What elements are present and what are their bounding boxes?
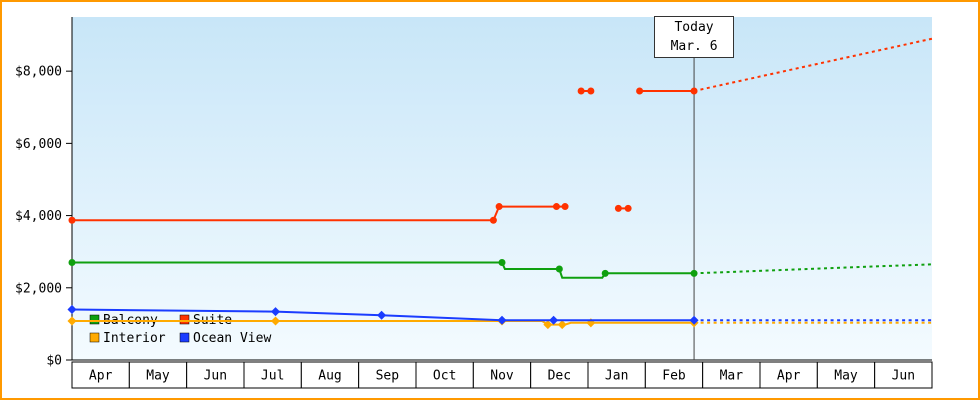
today-annotation-title: Today bbox=[674, 20, 714, 35]
suite-point bbox=[68, 216, 76, 224]
month-label: Jan bbox=[605, 369, 628, 384]
suite-swatch bbox=[179, 314, 190, 325]
suite-point bbox=[636, 87, 644, 95]
balcony-point bbox=[601, 269, 609, 277]
y-axis-label: $6,000 bbox=[15, 137, 62, 152]
month-cell bbox=[530, 361, 589, 389]
suite-point bbox=[495, 203, 503, 211]
month-cell bbox=[816, 361, 876, 389]
suite-point bbox=[624, 204, 632, 212]
series-interior bbox=[67, 316, 932, 330]
suite-forecast-line bbox=[693, 37, 933, 92]
legend-label: Interior bbox=[103, 331, 166, 346]
month-cell bbox=[300, 361, 360, 389]
month-label: Sep bbox=[376, 369, 400, 384]
month-label: Apr bbox=[89, 369, 113, 384]
y-axis-label: $4,000 bbox=[15, 209, 62, 224]
month-label: Feb bbox=[662, 369, 686, 384]
month-cell bbox=[874, 361, 933, 389]
balcony-point bbox=[690, 269, 698, 277]
interior-point bbox=[543, 320, 553, 330]
balcony-forecast-line bbox=[694, 263, 933, 275]
month-label: Mar bbox=[720, 369, 744, 384]
suite-point bbox=[690, 87, 698, 95]
ocean-view-swatch bbox=[179, 332, 190, 343]
month-label: Aug bbox=[318, 369, 341, 384]
month-cell bbox=[358, 361, 417, 389]
month-label: Apr bbox=[777, 369, 801, 384]
suite-point bbox=[614, 204, 622, 212]
legend-label: Ocean View bbox=[193, 331, 271, 346]
plot-area bbox=[72, 17, 932, 360]
balcony-point bbox=[555, 265, 563, 273]
month-label: Dec bbox=[548, 369, 571, 384]
month-label: Jun bbox=[204, 369, 227, 384]
ocean-view-point bbox=[549, 315, 559, 325]
balcony-point bbox=[68, 259, 76, 267]
month-cell bbox=[71, 361, 130, 389]
y-axis-label: $8,000 bbox=[15, 65, 62, 80]
today-annotation: Today Mar. 6 bbox=[654, 16, 735, 58]
balcony-swatch bbox=[89, 314, 100, 325]
legend-item-interior: Interior bbox=[89, 331, 166, 346]
series-suite bbox=[68, 37, 933, 224]
month-cell bbox=[128, 361, 188, 389]
today-annotation-date: Mar. 6 bbox=[670, 39, 718, 54]
month-label: Nov bbox=[490, 369, 514, 384]
y-axis-label: $2,000 bbox=[15, 281, 62, 296]
y-axis-label: $0 bbox=[46, 354, 62, 369]
month-label: May bbox=[834, 369, 858, 384]
balcony-point bbox=[498, 259, 506, 267]
suite-point bbox=[489, 216, 497, 224]
month-cell bbox=[759, 361, 818, 389]
month-label: Jul bbox=[261, 369, 284, 384]
suite-point bbox=[577, 87, 585, 95]
month-cell bbox=[243, 361, 302, 389]
month-label: Oct bbox=[433, 369, 456, 384]
month-label: Jun bbox=[892, 369, 915, 384]
legend-item-ocean-view: Ocean View bbox=[179, 331, 271, 346]
suite-point bbox=[561, 203, 569, 211]
month-label: May bbox=[146, 369, 170, 384]
month-cell bbox=[644, 361, 704, 389]
series-balcony bbox=[68, 259, 933, 279]
suite-point bbox=[552, 203, 560, 211]
suite-point bbox=[587, 87, 595, 95]
month-cell bbox=[186, 361, 245, 389]
suite-history-line bbox=[72, 205, 566, 222]
interior-swatch bbox=[89, 332, 100, 343]
